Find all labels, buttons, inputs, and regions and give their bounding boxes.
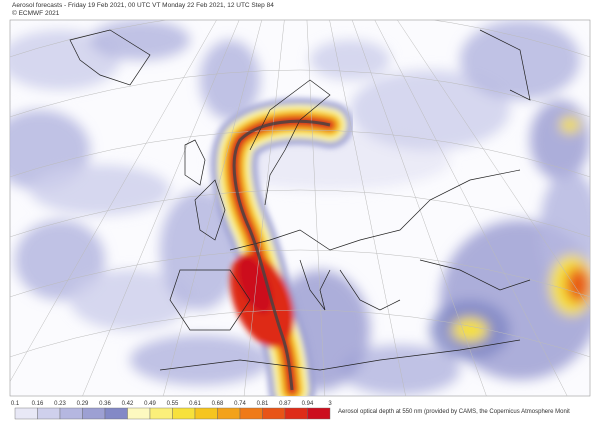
legend-swatch bbox=[37, 407, 61, 420]
aerosol-blob bbox=[340, 345, 460, 395]
aerosol-blob bbox=[310, 40, 390, 80]
aerosol-blob bbox=[70, 270, 190, 330]
coastline bbox=[299, 259, 331, 311]
legend-swatch bbox=[284, 407, 308, 420]
aerosol-blob bbox=[460, 20, 580, 100]
legend-swatch bbox=[82, 407, 106, 420]
parallel bbox=[10, 20, 590, 58]
parallel bbox=[10, 129, 590, 178]
aerosol-blob bbox=[160, 190, 240, 310]
aerosol-blob bbox=[15, 220, 105, 300]
coastline bbox=[419, 259, 531, 291]
legend-tick-label: 0.94 bbox=[302, 401, 314, 407]
meridian bbox=[374, 20, 568, 396]
legend-swatch bbox=[239, 407, 263, 420]
aerosol-blob bbox=[200, 40, 260, 120]
legend-swatch bbox=[307, 407, 331, 420]
plume-track bbox=[232, 119, 331, 391]
legend-caption: Aerosol optical depth at 550 nm (provide… bbox=[338, 409, 570, 415]
parallel bbox=[10, 309, 590, 358]
coastline bbox=[184, 139, 206, 186]
legend-swatch bbox=[194, 407, 218, 420]
aerosol-blob bbox=[30, 165, 170, 215]
plume-core bbox=[237, 256, 273, 314]
meridian bbox=[306, 20, 326, 396]
legend-tick-label: 0.74 bbox=[234, 401, 246, 407]
legend-swatch bbox=[262, 407, 286, 420]
legend-swatch bbox=[217, 407, 241, 420]
coastline bbox=[479, 29, 531, 101]
aerosol-blob bbox=[350, 70, 510, 150]
dust-blob bbox=[452, 318, 488, 342]
aerosol-blob bbox=[90, 20, 190, 60]
legend-tick-label: 0.16 bbox=[32, 401, 44, 407]
copyright: © ECMWF 2021 bbox=[12, 9, 60, 17]
legend-tick-label: 0.42 bbox=[122, 401, 134, 407]
coastline bbox=[159, 339, 521, 371]
coastlines bbox=[69, 29, 531, 371]
meridian bbox=[163, 20, 263, 396]
coastline bbox=[249, 79, 331, 206]
legend-tick-label: 0.36 bbox=[99, 401, 111, 407]
coastline bbox=[339, 269, 401, 311]
legend-swatch bbox=[104, 407, 128, 420]
meridian bbox=[82, 20, 240, 396]
legend-tick-label: 3 bbox=[328, 401, 332, 407]
coastline bbox=[169, 269, 251, 331]
legend-swatch bbox=[14, 407, 38, 420]
coastline bbox=[229, 169, 521, 251]
legend-swatch bbox=[127, 407, 151, 420]
aerosol-blob bbox=[130, 335, 270, 385]
legend-tick-label: 0.87 bbox=[279, 401, 291, 407]
legend-tick-label: 0.1 bbox=[11, 401, 20, 407]
meridian bbox=[329, 20, 406, 396]
legend-tick-label: 0.29 bbox=[77, 401, 89, 407]
legend-tick-label: 0.49 bbox=[144, 401, 156, 407]
legend-tick-label: 0.68 bbox=[212, 401, 224, 407]
aerosol-blob bbox=[530, 100, 590, 180]
parallel bbox=[10, 189, 590, 238]
parallel bbox=[10, 249, 590, 298]
forecast-title: Aerosol forecasts - Friday 19 Feb 2021, … bbox=[12, 2, 274, 9]
legend-swatch bbox=[149, 407, 173, 420]
legend-swatch bbox=[172, 407, 196, 420]
legend-tick-label: 0.23 bbox=[54, 401, 66, 407]
legend-tick-label: 0.81 bbox=[257, 401, 269, 407]
meridian bbox=[243, 20, 285, 396]
meridian bbox=[397, 20, 590, 310]
coastline bbox=[69, 29, 151, 86]
meridian bbox=[10, 20, 217, 383]
color-legend: 0.1 0.16 0.23 0.29 0.36 0.42 0.49 0.55 0.61 0.68 0… bbox=[11, 401, 332, 420]
legend-tick-label: 0.55 bbox=[167, 401, 179, 407]
dust-blob bbox=[560, 117, 580, 133]
coastline bbox=[194, 179, 226, 241]
parallel bbox=[10, 69, 590, 118]
legend-tick-label: 0.61 bbox=[189, 401, 201, 407]
dust-blob bbox=[566, 267, 590, 303]
legend-swatch bbox=[59, 407, 83, 420]
